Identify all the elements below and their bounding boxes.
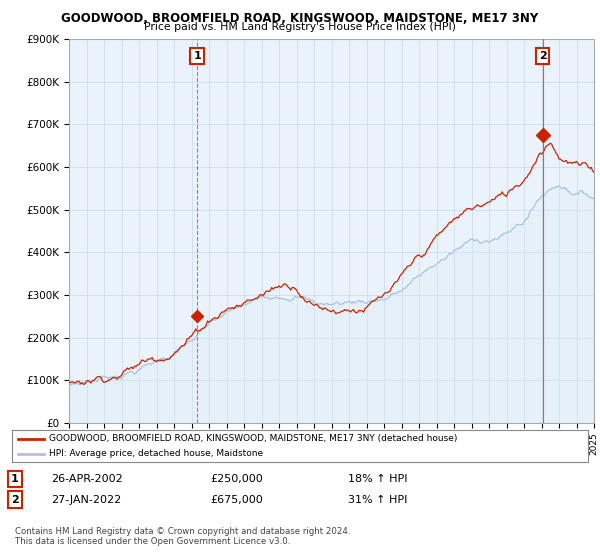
Text: 1: 1 (193, 52, 201, 61)
Text: 26-APR-2002: 26-APR-2002 (51, 474, 123, 484)
Text: HPI: Average price, detached house, Maidstone: HPI: Average price, detached house, Maid… (49, 449, 263, 459)
Text: 18% ↑ HPI: 18% ↑ HPI (348, 474, 407, 484)
Text: 1: 1 (11, 474, 19, 484)
Text: GOODWOOD, BROOMFIELD ROAD, KINGSWOOD, MAIDSTONE, ME17 3NY: GOODWOOD, BROOMFIELD ROAD, KINGSWOOD, MA… (61, 12, 539, 25)
Text: £250,000: £250,000 (210, 474, 263, 484)
Text: GOODWOOD, BROOMFIELD ROAD, KINGSWOOD, MAIDSTONE, ME17 3NY (detached house): GOODWOOD, BROOMFIELD ROAD, KINGSWOOD, MA… (49, 434, 458, 443)
Text: 31% ↑ HPI: 31% ↑ HPI (348, 494, 407, 505)
Text: Price paid vs. HM Land Registry's House Price Index (HPI): Price paid vs. HM Land Registry's House … (144, 22, 456, 32)
Text: Contains HM Land Registry data © Crown copyright and database right 2024.
This d: Contains HM Land Registry data © Crown c… (15, 527, 350, 546)
Text: 27-JAN-2022: 27-JAN-2022 (51, 494, 121, 505)
Text: £675,000: £675,000 (210, 494, 263, 505)
Text: 2: 2 (11, 494, 19, 505)
Text: 2: 2 (539, 52, 547, 61)
